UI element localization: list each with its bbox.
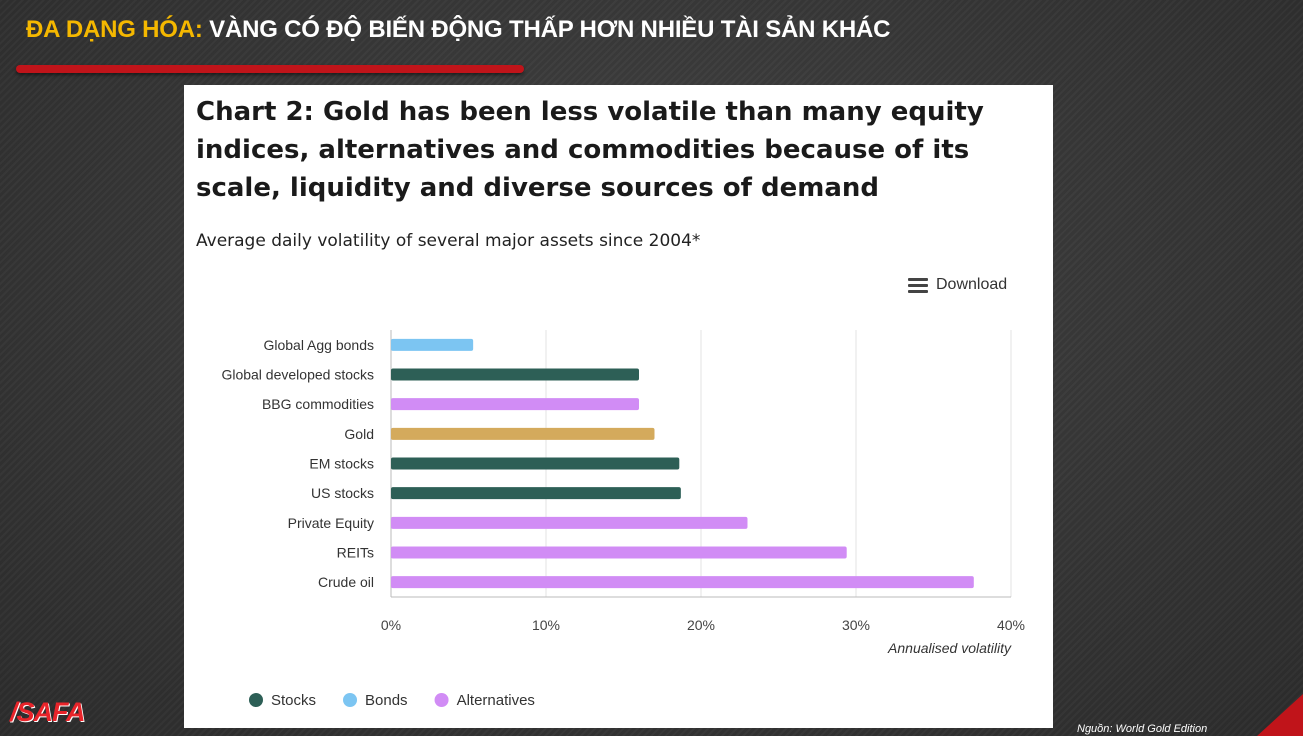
x-tick-label: 20%: [687, 617, 715, 633]
chart-subtitle: Average daily volatility of several majo…: [196, 231, 701, 251]
bar: [391, 368, 639, 381]
x-tick-label: 10%: [532, 617, 560, 633]
bar: [391, 516, 748, 529]
hamburger-menu-icon: [908, 277, 928, 293]
y-category-label: REITs: [337, 545, 374, 561]
legend-label: Alternatives: [457, 692, 535, 709]
legend-marker: [343, 693, 358, 707]
x-tick-label: 30%: [842, 617, 870, 633]
bar: [391, 427, 655, 440]
bar: [391, 338, 474, 351]
source-note: Nguồn: World Gold Edition: [1077, 723, 1208, 735]
slide-title-text: VÀNG CÓ ĐỘ BIẾN ĐỘNG THẤP HƠN NHIỀU TÀI …: [202, 16, 891, 43]
y-category-label: Private Equity: [288, 515, 374, 531]
corner-decoration: [1257, 694, 1303, 736]
y-category-label: BBG commodities: [262, 396, 374, 412]
download-label: Download: [936, 276, 1008, 293]
y-category-label: EM stocks: [309, 456, 374, 472]
legend-label: Stocks: [271, 692, 316, 709]
legend-marker: [434, 693, 449, 707]
legend-marker: [249, 693, 263, 707]
slide-title-accent: ĐA DẠNG HÓA:: [26, 16, 203, 43]
y-category-label: Global developed stocks: [221, 367, 374, 383]
bar: [391, 487, 681, 500]
legend-label: Bonds: [365, 692, 408, 709]
x-axis-title: Annualised volatility: [887, 640, 1012, 656]
bar: [391, 546, 847, 559]
logo-text: SAFA: [16, 697, 86, 727]
y-category-label: Crude oil: [318, 574, 374, 590]
download-button[interactable]: Download: [908, 276, 1007, 294]
y-category-label: US stocks: [311, 485, 374, 501]
slide-title: ĐA DẠNG HÓA: VÀNG CÓ ĐỘ BIẾN ĐỘNG THẤP H…: [26, 16, 891, 44]
bar: [391, 457, 680, 470]
x-tick-label: 0%: [381, 617, 401, 633]
bar: [391, 398, 639, 411]
x-tick-label: 40%: [997, 617, 1025, 633]
bar-chart: 0% 10% 20% 30% 40% Global Agg bonds Global dev…: [221, 330, 1025, 709]
chart-panel: Chart 2: Gold has been less volatile tha…: [184, 85, 1053, 728]
y-category-label: Global Agg bonds: [263, 337, 374, 353]
y-category-label: Gold: [344, 426, 374, 442]
safa-logo: /SAFA: [10, 697, 86, 727]
title-underline: [16, 65, 524, 73]
chart-title: Chart 2: Gold has been less volatile tha…: [196, 97, 984, 203]
bar: [391, 576, 974, 589]
